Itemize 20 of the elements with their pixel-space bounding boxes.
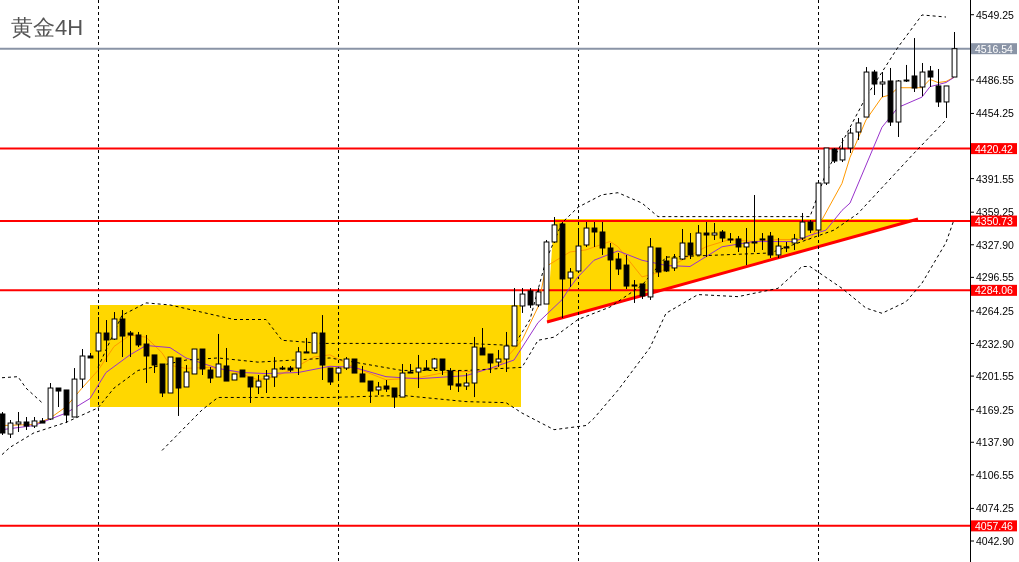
y-tick-label: 4074.25 bbox=[976, 502, 1015, 515]
y-tick-label: 4042.90 bbox=[976, 535, 1015, 547]
text: 黄金4H bbox=[11, 15, 84, 40]
ref-line-label: 4420.42 bbox=[975, 142, 1014, 155]
y-tick-label: 4391.55 bbox=[976, 172, 1015, 185]
y-tick-label: 4549.25 bbox=[976, 8, 1015, 21]
y-tick-label: 4454.25 bbox=[976, 107, 1015, 120]
y-tick-label: 4296.55 bbox=[976, 271, 1015, 284]
y-tick-label: 4327.90 bbox=[976, 238, 1015, 251]
y-tick-label: 4169.25 bbox=[976, 403, 1015, 416]
line-series bbox=[1, 376, 43, 404]
ref-line-label: 4284.06 bbox=[975, 284, 1014, 297]
y-tick-label: 4486.55 bbox=[976, 73, 1015, 86]
ref-line-label: 4057.46 bbox=[975, 519, 1014, 532]
y-tick-label: 4232.90 bbox=[976, 337, 1015, 350]
y-tick-label: 4137.90 bbox=[976, 436, 1015, 449]
ref-line-label: 4516.54 bbox=[975, 42, 1014, 55]
y-tick-label: 4264.25 bbox=[976, 304, 1015, 317]
y-tick-label: 4106.55 bbox=[976, 468, 1015, 481]
y-tick-label: 4201.55 bbox=[976, 370, 1015, 383]
